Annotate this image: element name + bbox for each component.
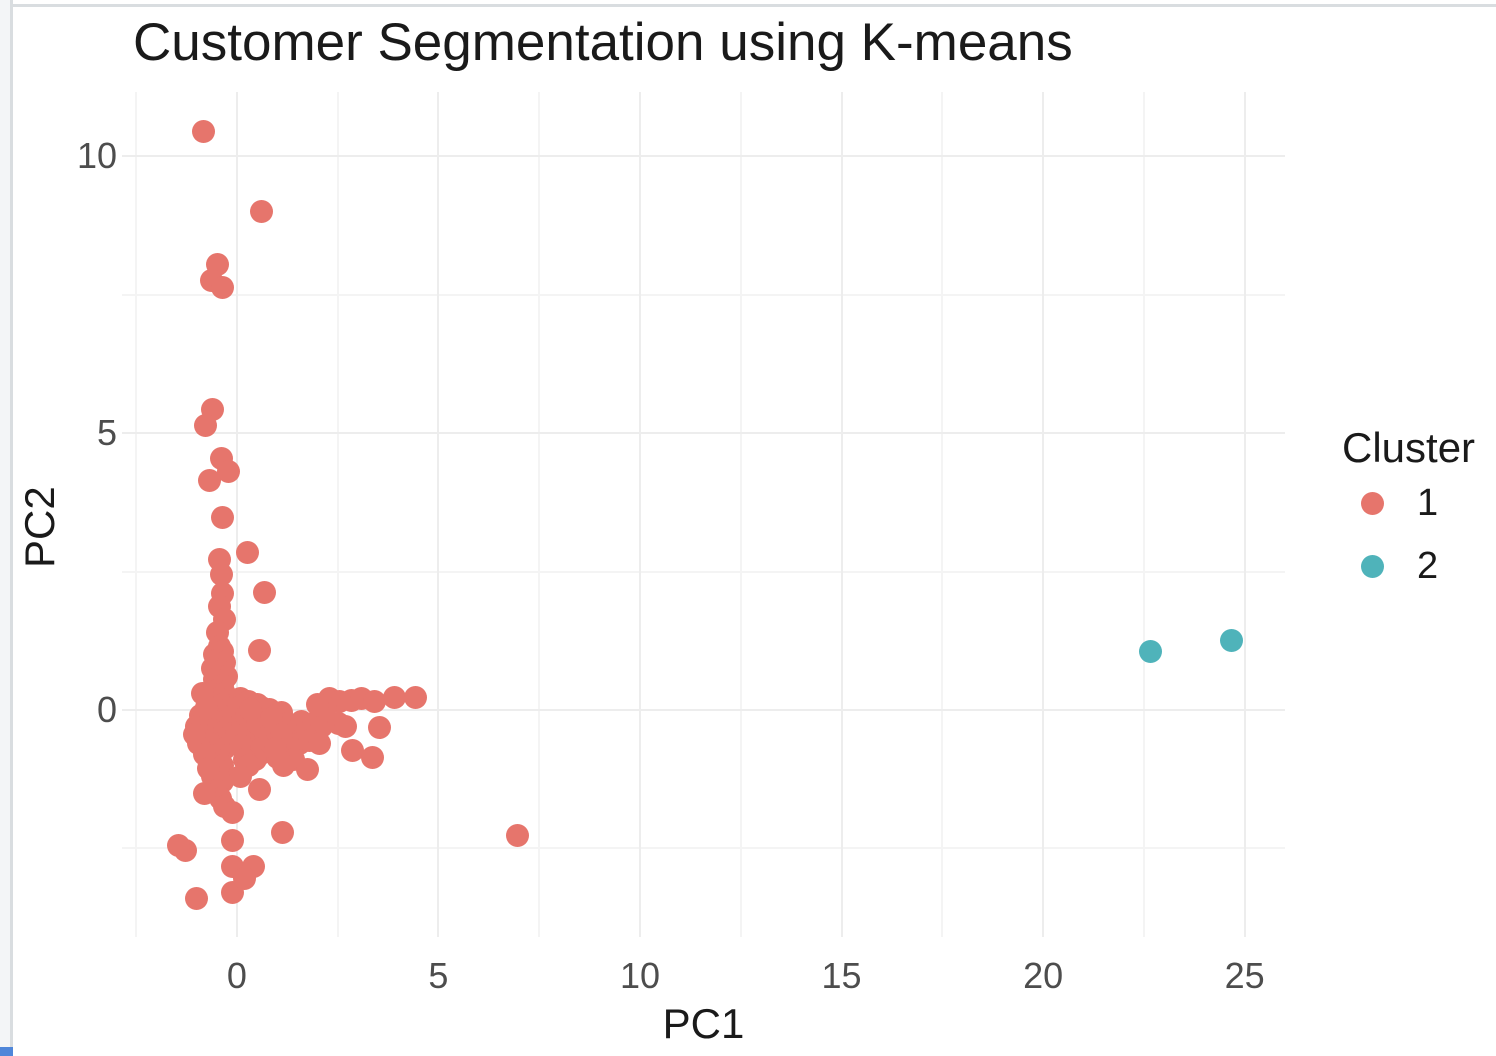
data-point-cluster-1 bbox=[183, 723, 207, 747]
data-point-cluster-1 bbox=[248, 638, 272, 662]
x-tick-label: 0 bbox=[226, 955, 247, 996]
gridline-y-minor bbox=[122, 293, 1285, 296]
data-point-cluster-1 bbox=[191, 119, 215, 143]
x-axis-title: PC1 bbox=[662, 1000, 745, 1047]
data-point-cluster-1 bbox=[368, 715, 392, 739]
window-border-left bbox=[10, 0, 13, 1056]
data-point-cluster-1 bbox=[221, 801, 245, 825]
data-point-cluster-1 bbox=[193, 413, 217, 437]
y-tick-label: 0 bbox=[96, 688, 117, 730]
data-point-cluster-1 bbox=[236, 540, 260, 564]
gridline-x-major bbox=[437, 92, 440, 937]
x-tick-label: 25 bbox=[1224, 955, 1265, 996]
gridline-x-major bbox=[840, 92, 843, 937]
data-point-cluster-1 bbox=[197, 756, 221, 780]
data-point-cluster-1 bbox=[270, 821, 294, 845]
data-point-cluster-1 bbox=[197, 468, 221, 492]
y-tick-label: 5 bbox=[96, 412, 117, 454]
data-point-cluster-1 bbox=[211, 275, 235, 299]
data-point-cluster-1 bbox=[296, 758, 320, 782]
data-point-cluster-1 bbox=[383, 686, 407, 710]
data-point-cluster-1 bbox=[216, 460, 240, 484]
x-tick-label: 20 bbox=[1023, 955, 1064, 996]
legend-label: 1 bbox=[1417, 482, 1439, 524]
gridline-x-minor bbox=[739, 92, 742, 937]
gridline-x-major bbox=[1042, 92, 1045, 937]
chart-title: Customer Segmentation using K-means bbox=[133, 13, 1073, 72]
legend-item-cluster-1: 1 bbox=[1340, 472, 1475, 535]
data-point-cluster-1 bbox=[221, 828, 245, 852]
window-corner-accent bbox=[0, 1047, 13, 1056]
gridline-x-minor bbox=[1142, 92, 1145, 937]
data-point-cluster-1 bbox=[404, 685, 428, 709]
gridline-x-minor bbox=[336, 92, 339, 937]
gridline-x-minor bbox=[538, 92, 541, 937]
cluster-2-swatch-icon bbox=[1361, 555, 1384, 578]
window-edge-strip bbox=[0, 0, 10, 1056]
data-point-cluster-1 bbox=[249, 200, 273, 224]
gridline-y-major bbox=[122, 708, 1285, 711]
data-point-cluster-1 bbox=[253, 580, 277, 604]
legend-title: Cluster bbox=[1342, 424, 1476, 471]
x-tick-label: 5 bbox=[428, 955, 449, 996]
y-axis-title: PC2 bbox=[16, 486, 63, 568]
legend-label: 2 bbox=[1417, 545, 1439, 587]
cluster-1-swatch-icon bbox=[1361, 492, 1384, 515]
data-point-cluster-1 bbox=[248, 778, 272, 802]
data-point-cluster-1 bbox=[341, 739, 365, 763]
gridline-x-minor bbox=[135, 92, 138, 937]
data-point-cluster-1 bbox=[193, 781, 217, 805]
gridline-x-major bbox=[235, 92, 238, 937]
data-point-cluster-1 bbox=[306, 692, 329, 716]
window-border-top bbox=[13, 4, 1496, 7]
y-tick-label: 10 bbox=[76, 135, 117, 177]
x-tick-label: 10 bbox=[619, 955, 661, 996]
data-point-cluster-1 bbox=[211, 506, 235, 530]
data-point-cluster-1 bbox=[210, 563, 234, 587]
data-point-cluster-1 bbox=[166, 834, 190, 858]
data-point-cluster-1 bbox=[363, 689, 387, 713]
data-point-cluster-1 bbox=[308, 731, 332, 755]
plot-panel bbox=[122, 92, 1285, 937]
gridline-y-major bbox=[122, 155, 1285, 158]
data-point-cluster-1 bbox=[191, 681, 215, 705]
gridline-y-minor bbox=[122, 570, 1285, 573]
gridline-y-major bbox=[122, 432, 1285, 435]
data-point-cluster-1 bbox=[334, 715, 358, 739]
data-point-cluster-1 bbox=[263, 737, 287, 761]
gridline-x-major bbox=[1243, 92, 1246, 937]
data-point-cluster-1 bbox=[505, 823, 529, 847]
legend-item-cluster-2: 2 bbox=[1340, 535, 1475, 598]
gridline-x-minor bbox=[941, 92, 944, 937]
legend: Cluster 1 2 bbox=[1340, 424, 1475, 598]
data-point-cluster-1 bbox=[229, 764, 253, 788]
gridline-y-minor bbox=[122, 847, 1285, 850]
data-point-cluster-1 bbox=[233, 867, 257, 891]
data-point-cluster-1 bbox=[185, 886, 209, 910]
data-point-cluster-2 bbox=[1219, 628, 1243, 652]
x-tick-label: 15 bbox=[821, 955, 862, 996]
data-point-cluster-2 bbox=[1138, 639, 1162, 663]
gridline-x-major bbox=[639, 92, 641, 937]
data-point-cluster-1 bbox=[361, 745, 385, 769]
data-point-cluster-1 bbox=[239, 698, 263, 722]
